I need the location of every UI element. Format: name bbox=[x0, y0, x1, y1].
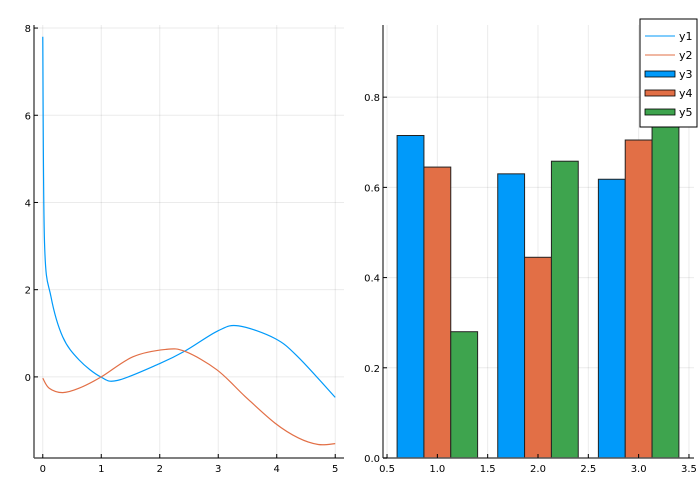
legend-bar-icon bbox=[644, 108, 676, 116]
bar-y4 bbox=[423, 166, 452, 459]
x-tick-label: 4 bbox=[274, 464, 280, 475]
line-plot: 0 1 2 3 4 5 0 2 4 6 8 bbox=[25, 24, 344, 475]
x-tick-label: 3 bbox=[215, 464, 221, 475]
legend-label: y2 bbox=[679, 49, 693, 62]
x-tick-label: 2.0 bbox=[530, 464, 546, 475]
y-tick-label: 2 bbox=[25, 286, 31, 297]
y-tick-label: 0.2 bbox=[364, 364, 380, 375]
y-tick-label: 0 bbox=[25, 373, 31, 384]
x-tick-label: 2 bbox=[157, 464, 163, 475]
legend-bar-icon bbox=[644, 89, 676, 97]
bar-y5 bbox=[550, 160, 579, 459]
x-tick-label: 1 bbox=[98, 464, 104, 475]
legend-label: y3 bbox=[679, 68, 693, 81]
bar-y5 bbox=[450, 331, 479, 459]
y-tick-label: 0.8 bbox=[364, 93, 380, 104]
bar-y4 bbox=[624, 139, 653, 459]
legend-label: y4 bbox=[679, 87, 693, 100]
bar-y4 bbox=[524, 256, 552, 459]
legend: y1 y2 y3 y4 y5 bbox=[639, 18, 698, 128]
series-line-y2 bbox=[42, 348, 336, 446]
x-tick-label: 5 bbox=[332, 464, 338, 475]
y-tick-label: 0.4 bbox=[364, 274, 380, 285]
series-line-y1 bbox=[42, 36, 336, 398]
x-tick-label: 3.5 bbox=[681, 464, 697, 475]
y-tick-label: 8 bbox=[25, 24, 31, 35]
x-tick-label: 2.5 bbox=[580, 464, 596, 475]
bar-y3 bbox=[597, 178, 626, 459]
y-tick-label: 0.0 bbox=[364, 454, 380, 465]
x-tick-label: 1.5 bbox=[480, 464, 496, 475]
legend-bar-icon bbox=[644, 70, 676, 78]
legend-label: y5 bbox=[679, 106, 693, 119]
x-tick-label: 0 bbox=[40, 464, 46, 475]
bar-y3 bbox=[396, 135, 425, 459]
y-tick-label: 6 bbox=[25, 111, 31, 122]
y-tick-label: 0.6 bbox=[364, 183, 380, 194]
legend-label: y1 bbox=[679, 30, 693, 43]
y-tick-label: 4 bbox=[25, 198, 31, 209]
x-tick-label: 1.0 bbox=[429, 464, 445, 475]
bar-y3 bbox=[497, 173, 526, 459]
x-tick-label: 0.5 bbox=[379, 464, 395, 475]
x-tick-label: 3.0 bbox=[631, 464, 647, 475]
